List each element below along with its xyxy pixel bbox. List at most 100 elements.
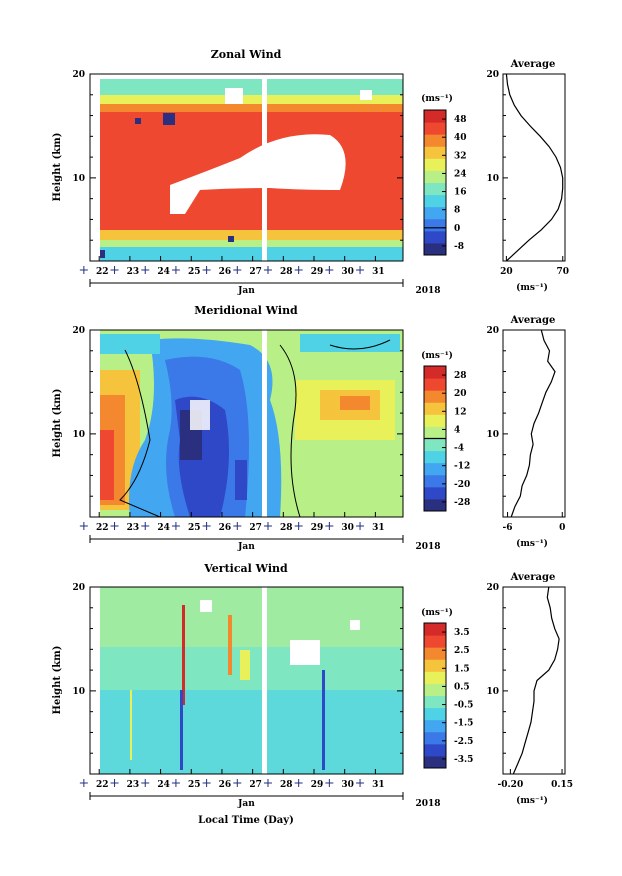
colorbar-segment [424, 122, 446, 135]
vertical-y-axis: 10 20 [72, 583, 403, 775]
x-tick-label: 26 [219, 780, 232, 790]
colorbar-segment [424, 170, 446, 183]
year-label: 2018 [415, 542, 440, 552]
colorbar-segment [424, 743, 446, 757]
profile-y-tick-label: 10 [486, 174, 499, 184]
x-tick-label: 25 [188, 267, 201, 277]
meridional-title: Meridional Wind [194, 304, 298, 317]
colorbar-segment [424, 635, 446, 648]
colorbar-tick-label: -3.5 [454, 755, 473, 765]
vertical-x-axis: 22 23 24 25 26 27 28 29 30 31 Jan 2018 [79, 769, 441, 809]
zonal-colorbar-unit: (ms⁻¹) [421, 93, 453, 104]
vertical-profile-xlabel: (ms⁻¹) [516, 795, 548, 806]
year-label: 2018 [415, 286, 440, 296]
y-tick-label: 20 [72, 583, 85, 593]
colorbar-segment [424, 695, 446, 709]
x-tick-label: 24 [157, 267, 170, 277]
x-tick-label: 27 [249, 780, 262, 790]
colorbar-segment [424, 462, 446, 476]
meridional-colorbar-unit: (ms⁻¹) [421, 350, 453, 361]
colorbar-tick-label: -20 [454, 480, 470, 490]
colorbar-tick-label: -0.5 [454, 701, 473, 711]
x-tick-label: 24 [157, 523, 170, 533]
colorbar-segment [424, 623, 446, 636]
month-label: Jan [237, 542, 255, 552]
colorbar-tick-label: -28 [454, 498, 470, 508]
zonal-profile-frame [502, 73, 566, 262]
x-tick-label: 26 [219, 267, 232, 277]
colorbar-segment [424, 366, 446, 379]
colorbar-segment [424, 146, 446, 159]
x-tick-label: 22 [96, 780, 109, 790]
zonal-plot-frame [89, 73, 404, 262]
vertical-profile: 10 20 -0.20 0.15 [486, 583, 573, 790]
colorbar-segment [424, 450, 446, 464]
colorbar-tick-label: 1.5 [454, 664, 470, 674]
month-label: Jan [237, 799, 255, 809]
x-tick-label: 28 [280, 780, 293, 790]
colorbar-segment [424, 683, 446, 696]
meridional-profile-title: Average [510, 315, 556, 326]
y-tick-label: 20 [72, 326, 85, 336]
x-tick-label: 28 [280, 267, 293, 277]
colorbar-segment [424, 194, 446, 208]
vertical-colorbar-unit: (ms⁻¹) [421, 607, 453, 618]
x-tick-label: 29 [311, 267, 324, 277]
colorbar-segment [424, 390, 446, 403]
colorbar-segment [424, 218, 446, 232]
colorbar-segment [424, 182, 446, 196]
vertical-ylabel: Height (km) [52, 646, 63, 715]
x-tick-label: 27 [249, 267, 262, 277]
profile-line [512, 586, 560, 775]
x-tick-label: 31 [372, 780, 385, 790]
meridional-y-axis: 10 20 [72, 326, 403, 518]
y-tick-label: 10 [72, 430, 85, 440]
colorbar-tick-label: -1.5 [454, 719, 473, 729]
colorbar-tick-label: 4 [454, 425, 460, 435]
colorbar-tick-label: -12 [454, 462, 470, 472]
colorbar-segment [424, 438, 446, 452]
colorbar-tick-label: -2.5 [454, 737, 473, 747]
profile-x-tick-label: 0 [559, 523, 565, 533]
zonal-x-axis: 22 23 24 25 26 27 28 29 30 31 Jan 2018 [79, 256, 441, 296]
profile-x-tick-label: 0.15 [551, 780, 573, 790]
colorbar-segment [424, 719, 446, 733]
profile-y-tick-label: 10 [486, 430, 499, 440]
x-tick-label: 30 [341, 523, 354, 533]
x-tick-label: 23 [127, 267, 140, 277]
meridional-heatmap [90, 330, 403, 517]
colorbar-frame [423, 622, 447, 769]
zonal-title: Zonal Wind [211, 48, 282, 61]
x-tick-label: 29 [311, 523, 324, 533]
vertical-heatmap [90, 587, 403, 774]
x-tick-label: 25 [188, 523, 201, 533]
meridional-profile: 10 20 -6 0 [486, 326, 565, 533]
x-tick-label: 25 [188, 780, 201, 790]
vertical-plot-frame [89, 586, 404, 775]
vertical-profile-frame [502, 586, 566, 775]
vertical-profile-title: Average [510, 572, 556, 583]
zonal-colorbar: -8 0 8 16 24 32 40 48 [423, 109, 467, 256]
colorbar-segment [424, 378, 446, 391]
colorbar-tick-label: 12 [454, 407, 467, 417]
vertical-title: Vertical Wind [203, 562, 288, 575]
colorbar-tick-label: 0 [454, 224, 460, 234]
meridional-x-axis: 22 23 24 25 26 27 28 29 30 31 Jan 2018 [79, 512, 441, 552]
x-tick-label: 23 [127, 523, 140, 533]
zonal-ylabel: Height (km) [52, 133, 63, 202]
profile-y-tick-label: 20 [486, 583, 499, 593]
meridional-profile-xlabel: (ms⁻¹) [516, 538, 548, 549]
vertical-colorbar: -3.5 -2.5 -1.5 -0.5 0.5 1.5 2.5 3.5 [423, 622, 473, 769]
colorbar-segment [424, 486, 446, 500]
colorbar-segment [424, 498, 446, 512]
colorbar-tick-label: 48 [454, 115, 467, 125]
colorbar-tick-label: 8 [454, 206, 460, 216]
figure-xlabel: Local Time (Day) [198, 815, 294, 826]
colorbar-tick-label: 2.5 [454, 646, 470, 656]
x-tick-label: 22 [96, 523, 109, 533]
x-tick-label: 23 [127, 780, 140, 790]
profile-line [505, 73, 564, 262]
colorbar-tick-label: 24 [454, 169, 467, 179]
profile-y-tick-label: 20 [486, 70, 499, 80]
